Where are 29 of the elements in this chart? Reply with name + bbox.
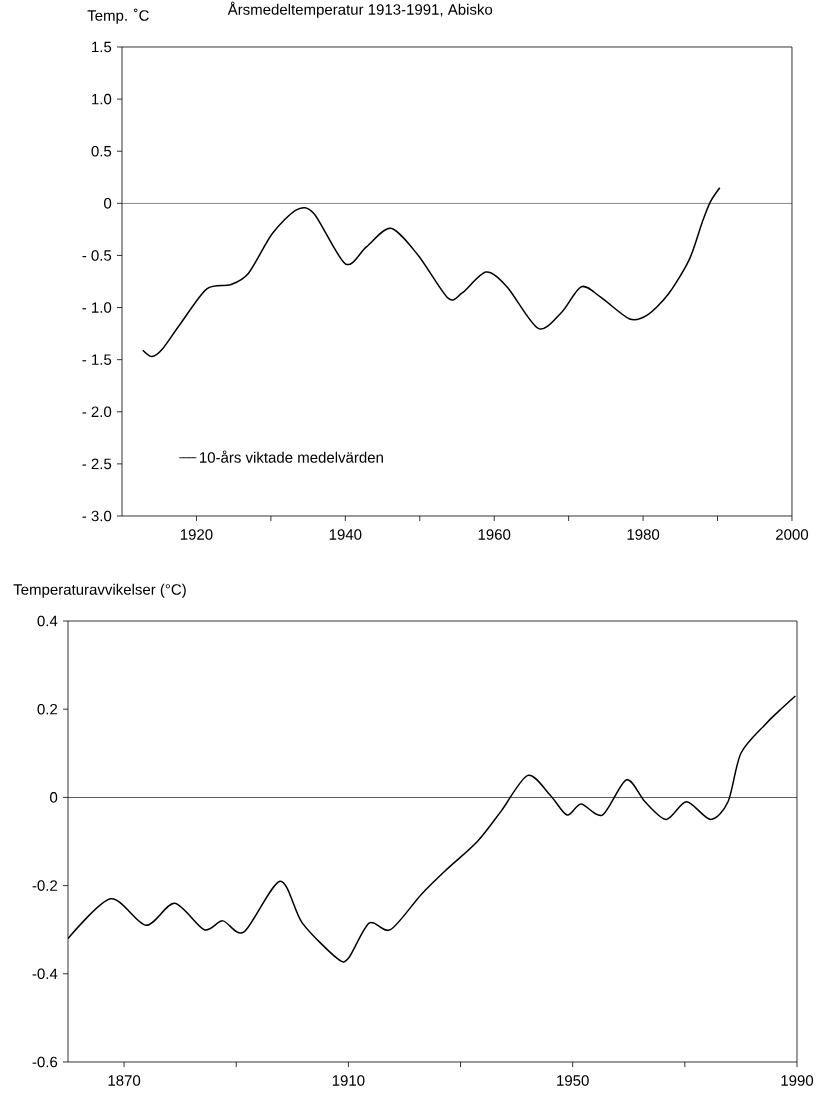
x-tick-label: 1940 [329, 529, 362, 540]
y-tick-label: - 1.5 [82, 354, 112, 365]
chart-title: Årsmedeltemperatur 1913-1991, Abisko [227, 1, 493, 18]
y-tick-label: - 1.0 [82, 302, 112, 313]
y-tick-label: - 0.5 [82, 250, 112, 261]
y-tick-label: -0.2 [32, 880, 58, 891]
legend-label: 10-års viktade medelvärden [200, 450, 383, 463]
y-tick-label: - 2.5 [82, 458, 112, 470]
y-tick-label: -0.6 [32, 1056, 58, 1068]
y-tick-label: - 2.0 [82, 406, 112, 418]
y-tick-label: -0.4 [32, 968, 58, 980]
x-tick-label: 1870 [108, 1075, 141, 1086]
x-tick-label: 1910 [332, 1075, 365, 1086]
x-tick-label: 1990 [781, 1075, 814, 1086]
y-tick-label: 0.2 [37, 703, 58, 715]
y-tick-label: 0.4 [37, 615, 58, 627]
y-tick-label: 0 [50, 792, 58, 803]
y-tick-label: 1.0 [92, 93, 112, 105]
y-tick-label: - 3.0 [82, 510, 112, 522]
y-tick-label: 1.5 [92, 41, 112, 53]
y-axis-title: Temperaturavvikelser (°C) [13, 583, 186, 598]
x-tick-label: 1960 [478, 529, 511, 540]
x-tick-label: 1980 [627, 529, 660, 540]
x-tick-label: 2000 [776, 529, 809, 540]
y-tick-label: 0.5 [91, 145, 112, 157]
y-axis-title: Temp. ˚C [87, 8, 149, 24]
x-tick-label: 1920 [180, 529, 213, 540]
y-tick-label: 0 [104, 198, 112, 209]
x-tick-label: 1950 [557, 1075, 589, 1086]
